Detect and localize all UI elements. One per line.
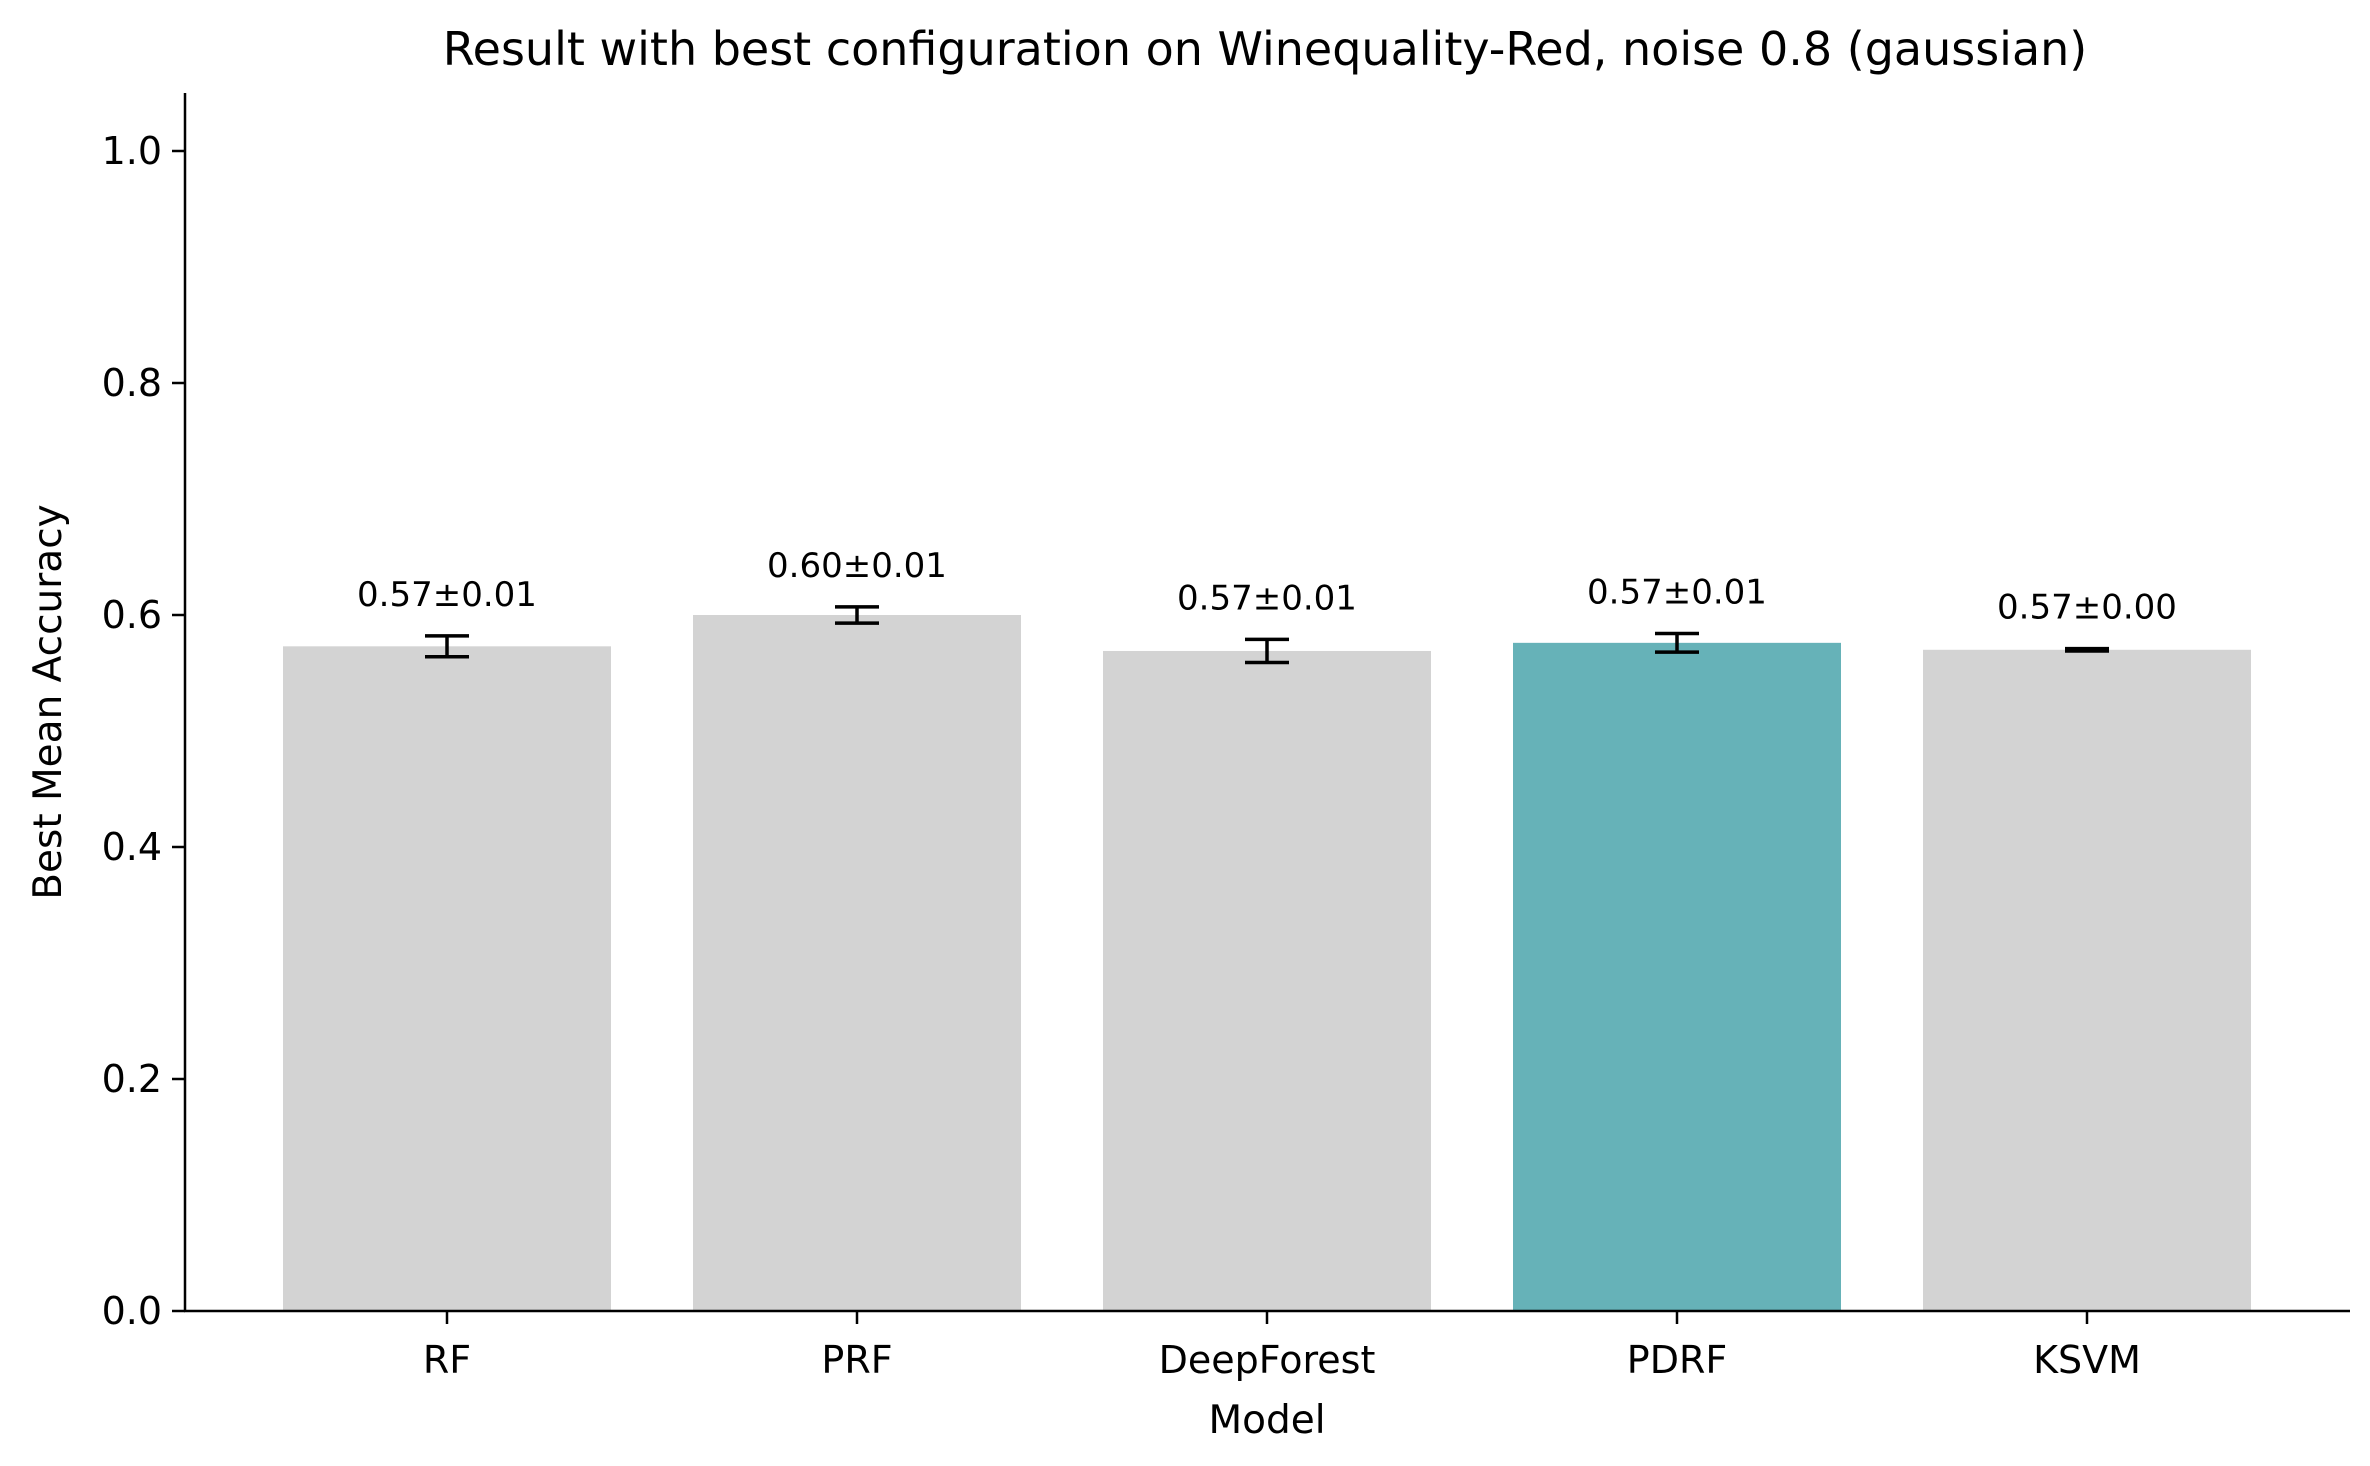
data-label-pdrf: 0.57±0.01 [1587,573,1767,613]
error-bar-deepforest [1245,637,1289,665]
error-bar-pdrf [1655,631,1699,654]
y-tick-label: 0.4 [102,825,162,869]
y-tick-label: 1.0 [102,129,162,173]
error-bar-rf [425,634,469,659]
bar-ksvm [1923,649,2251,1311]
bar-pdrf [1513,642,1841,1311]
x-tick-label-deepforest: DeepForest [1159,1338,1376,1382]
x-axis-label: Model [1208,1398,1325,1443]
bar-prf [693,615,1021,1311]
y-axis-ticks: 0.0 0.2 0.4 0.6 0.8 1.0 [102,129,185,1333]
x-tick-label-pdrf: PDRF [1627,1338,1727,1382]
chart-title: Result with best configuration on Winequ… [443,22,2088,76]
error-bar-prf [835,605,879,625]
bar-rf [283,646,611,1311]
data-label-prf: 0.60±0.01 [767,546,947,586]
error-bar-ksvm [2065,646,2109,653]
error-bars-layer [425,605,2109,665]
x-axis-ticks: RF PRF DeepForest PDRF KSVM [423,1311,2141,1382]
x-tick-label-rf: RF [423,1338,471,1382]
data-labels-layer: 0.57±0.01 0.60±0.01 0.57±0.01 0.57±0.01 0.57… [357,546,2177,628]
bar-deepforest [1103,650,1431,1311]
data-label-ksvm: 0.57±0.00 [1997,588,2177,628]
y-tick-label: 0.8 [102,361,162,405]
x-tick-label-prf: PRF [821,1338,892,1382]
x-tick-label-ksvm: KSVM [2033,1338,2141,1382]
y-tick-label: 0.6 [102,593,162,637]
bars-layer [283,615,2251,1311]
y-axis-label: Best Mean Accuracy [26,504,71,899]
y-tick-label: 0.0 [102,1289,162,1333]
data-label-rf: 0.57±0.01 [357,575,537,615]
y-tick-label: 0.2 [102,1057,162,1101]
data-label-deepforest: 0.57±0.01 [1177,578,1357,618]
